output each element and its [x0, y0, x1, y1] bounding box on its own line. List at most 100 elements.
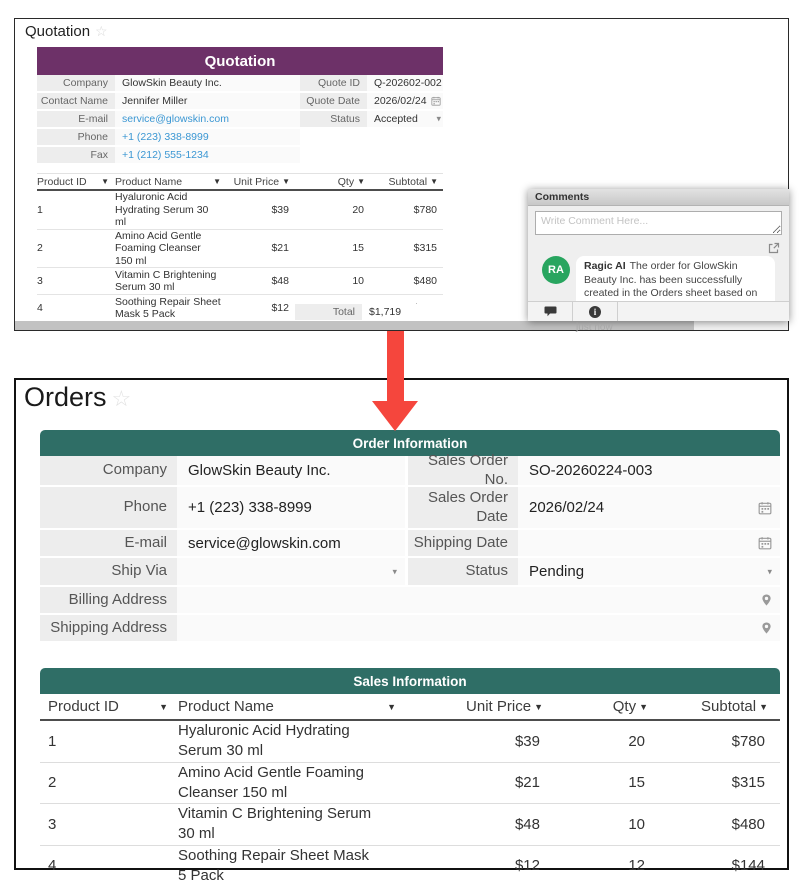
- sales-order-no-field[interactable]: SO-20260224-003: [518, 456, 780, 487]
- orders-sheet-window: Orders ☆ Order Information Company GlowSk…: [14, 378, 789, 883]
- status-select[interactable]: Accepted ▾: [367, 111, 443, 129]
- sort-caret-icon: ▼: [430, 177, 438, 186]
- column-header-qty[interactable]: Qty ▼: [612, 698, 648, 715]
- field-label: E-mail: [37, 111, 115, 129]
- sort-caret-icon: ▼: [101, 177, 109, 186]
- table-header-row: Product ID ▼ Product Name ▼ Unit Price ▼ Qt…: [37, 173, 443, 191]
- bookmark-star-icon[interactable]: ☆: [95, 23, 108, 39]
- field-label: E-mail: [40, 530, 177, 558]
- avatar: RA: [542, 256, 570, 284]
- table-row[interactable]: 2 Amino Acid Gentle Foaming Cleanser 150…: [40, 763, 780, 804]
- field-label: Sales Order Date: [405, 487, 518, 530]
- company-field[interactable]: GlowSkin Beauty Inc.: [177, 456, 405, 487]
- column-header-qty[interactable]: Qty ▼: [337, 175, 365, 188]
- field-label: Billing Address: [40, 587, 177, 615]
- location-pin-icon[interactable]: [761, 594, 772, 607]
- speech-bubble-icon: [544, 306, 556, 317]
- sort-caret-icon: ▼: [387, 701, 396, 712]
- caret-down-icon: ▾: [392, 566, 397, 576]
- horizontal-scrollbar[interactable]: [15, 321, 788, 330]
- comment-input[interactable]: [535, 211, 782, 235]
- email-link[interactable]: service@glowskin.com: [115, 111, 300, 129]
- table-row[interactable]: 1 Hyaluronic Acid Hydrating Serum 30 ml …: [40, 721, 780, 763]
- red-arrow-annotation: [387, 331, 404, 402]
- calendar-icon[interactable]: [431, 96, 441, 106]
- table-row[interactable]: 4 Soothing Repair Sheet Mask 5 Pack $12 …: [40, 846, 780, 883]
- field-label: Ship Via: [40, 558, 177, 587]
- expand-comments-button[interactable]: [535, 242, 780, 254]
- quotation-products-table: Product ID ▼ Product Name ▼ Unit Price ▼ Qt…: [37, 173, 443, 328]
- calendar-icon[interactable]: [758, 536, 772, 550]
- quotation-form: Quotation Company GlowSkin Beauty Inc. C…: [37, 47, 443, 165]
- field-label: Status: [405, 558, 518, 587]
- scrollbar-thumb[interactable]: [15, 321, 694, 330]
- quotation-page-title: Quotation ☆: [25, 23, 108, 40]
- contact-name-field[interactable]: Jennifer Miller: [115, 93, 300, 111]
- sort-caret-icon: ▼: [534, 701, 543, 712]
- comment-author: Ragic AI: [584, 260, 626, 272]
- column-header-product-id[interactable]: Product ID ▼: [48, 698, 168, 715]
- email-link[interactable]: service@glowskin.com: [177, 530, 405, 558]
- field-label: Shipping Date: [405, 530, 518, 558]
- field-label: Quote Date: [300, 93, 367, 111]
- field-label: Fax: [37, 147, 115, 165]
- quotation-total-row: Total $1,719: [295, 304, 443, 320]
- column-header-subtotal[interactable]: Subtotal ▼: [388, 175, 438, 188]
- sort-caret-icon: ▼: [639, 701, 648, 712]
- ship-via-select[interactable]: ▾: [177, 558, 405, 587]
- info-icon: i: [589, 305, 601, 318]
- comments-tab[interactable]: [528, 302, 573, 321]
- sort-caret-icon: ▼: [282, 177, 290, 186]
- column-header-subtotal[interactable]: Subtotal ▼: [701, 698, 768, 715]
- quotation-right-fields: Quote ID Q-202602-002 Quote Date 2026/02…: [300, 75, 443, 129]
- table-row[interactable]: 3 Vitamin C Brightening Serum 30 ml $48 …: [40, 804, 780, 846]
- column-header-product-name[interactable]: Product Name ▼: [115, 175, 221, 188]
- order-information-header: Order Information: [40, 430, 780, 456]
- column-header-product-id[interactable]: Product ID ▼: [37, 175, 109, 188]
- sort-caret-icon: ▼: [159, 701, 168, 712]
- sort-caret-icon: ▼: [759, 701, 768, 712]
- shipping-address-field[interactable]: [177, 615, 780, 643]
- comments-panel-title: Comments: [528, 189, 789, 206]
- sort-caret-icon: ▼: [213, 177, 221, 186]
- calendar-icon[interactable]: [758, 501, 772, 515]
- sales-order-date-field[interactable]: 2026/02/24: [518, 487, 780, 530]
- field-label: Phone: [40, 487, 177, 530]
- column-header-unit-price[interactable]: Unit Price ▼: [233, 175, 290, 188]
- quotation-form-header: Quotation: [37, 47, 443, 75]
- external-link-icon: [768, 242, 780, 254]
- column-header-product-name[interactable]: Product Name ▼: [178, 698, 396, 715]
- shipping-date-field[interactable]: [518, 530, 780, 558]
- field-label: Status: [300, 111, 367, 129]
- field-label: Sales Order No.: [405, 452, 518, 488]
- total-value: $1,719: [362, 304, 443, 320]
- company-field[interactable]: GlowSkin Beauty Inc.: [115, 75, 300, 93]
- total-label: Total: [295, 304, 362, 320]
- quote-date-field[interactable]: 2026/02/24: [367, 93, 443, 111]
- table-row[interactable]: 2 Amino Acid Gentle Foaming Cleanser 150…: [37, 230, 443, 268]
- phone-link[interactable]: +1 (223) 338-8999: [115, 129, 300, 147]
- caret-down-icon: ▾: [436, 113, 441, 124]
- table-row[interactable]: 1 Hyaluronic Acid Hydrating Serum 30 ml …: [37, 191, 443, 230]
- column-header-unit-price[interactable]: Unit Price ▼: [466, 698, 543, 715]
- location-pin-icon[interactable]: [761, 622, 772, 635]
- quote-id-field[interactable]: Q-202602-002: [367, 75, 443, 93]
- comment-timestamp: just now: [576, 321, 613, 333]
- phone-link[interactable]: +1 (223) 338-8999: [177, 487, 405, 530]
- sales-table: Product ID ▼ Product Name ▼ Unit Price ▼ Qt…: [40, 694, 780, 883]
- quotation-sheet-window: Quotation ☆ Quotation Company GlowSkin Be…: [14, 18, 789, 333]
- field-label: Phone: [37, 129, 115, 147]
- status-select[interactable]: Pending ▾: [518, 558, 780, 587]
- bookmark-star-icon[interactable]: ☆: [111, 386, 132, 411]
- sales-information-header: Sales Information: [40, 668, 780, 694]
- field-label: Contact Name: [37, 93, 115, 111]
- table-header-row: Product ID ▼ Product Name ▼ Unit Price ▼ Qt…: [40, 694, 780, 721]
- caret-down-icon: ▾: [767, 566, 772, 576]
- quotation-left-fields: Company GlowSkin Beauty Inc. Contact Nam…: [37, 75, 300, 165]
- info-tab[interactable]: i: [573, 302, 618, 321]
- billing-address-field[interactable]: [177, 587, 780, 615]
- orders-page-title: Orders ☆: [24, 382, 132, 412]
- table-row[interactable]: 3 Vitamin C Brightening Serum 30 ml $48 …: [37, 268, 443, 295]
- fax-link[interactable]: +1 (212) 555-1234: [115, 147, 300, 165]
